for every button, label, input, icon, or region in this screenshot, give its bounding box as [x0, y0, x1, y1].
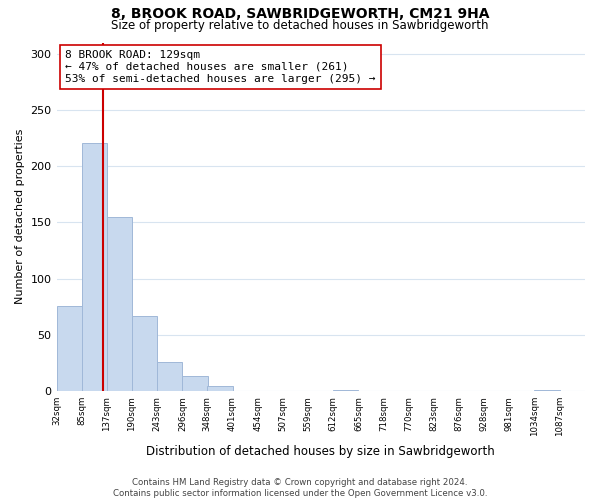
Text: Contains HM Land Registry data © Crown copyright and database right 2024.
Contai: Contains HM Land Registry data © Crown c… [113, 478, 487, 498]
Bar [182, 376, 208, 391]
Bar [207, 386, 233, 391]
Bar [132, 316, 157, 391]
Bar [535, 390, 560, 391]
X-axis label: Distribution of detached houses by size in Sawbridgeworth: Distribution of detached houses by size … [146, 444, 495, 458]
Text: 8 BROOK ROAD: 129sqm
← 47% of detached houses are smaller (261)
53% of semi-deta: 8 BROOK ROAD: 129sqm ← 47% of detached h… [65, 50, 376, 84]
Bar [82, 142, 107, 391]
Bar [107, 216, 132, 391]
Bar [56, 306, 82, 391]
Bar [333, 390, 358, 391]
Bar [157, 362, 182, 391]
Text: Size of property relative to detached houses in Sawbridgeworth: Size of property relative to detached ho… [111, 18, 489, 32]
Y-axis label: Number of detached properties: Number of detached properties [15, 129, 25, 304]
Text: 8, BROOK ROAD, SAWBRIDGEWORTH, CM21 9HA: 8, BROOK ROAD, SAWBRIDGEWORTH, CM21 9HA [111, 8, 489, 22]
